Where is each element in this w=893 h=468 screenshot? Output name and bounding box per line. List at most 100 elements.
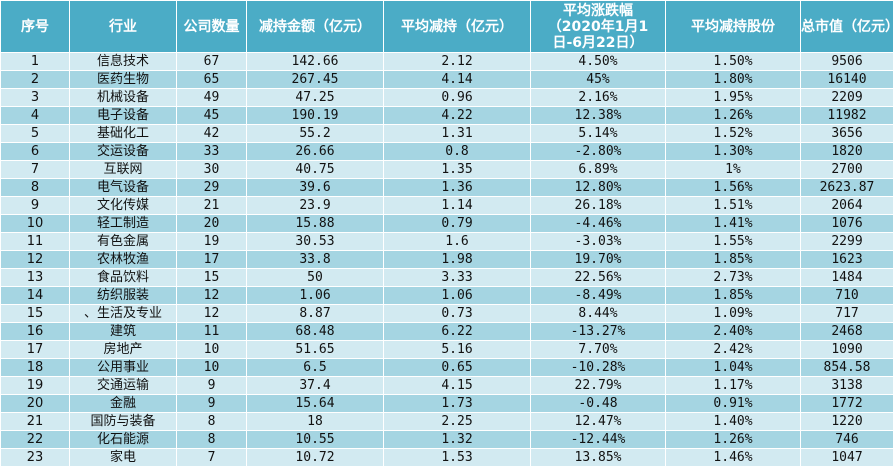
cell-avg-reduced-shares: 1.85% — [665, 250, 801, 269]
cell-market-cap: 2623.87 — [800, 178, 893, 197]
cell-industry: 国防与装备 — [69, 412, 177, 431]
cell-market-cap: 2468 — [800, 322, 893, 341]
cell-avg-reduction: 0.73 — [383, 304, 531, 323]
cell-company-count: 42 — [176, 124, 247, 143]
cell-market-cap: 1772 — [800, 394, 893, 413]
cell-market-cap: 9506 — [800, 52, 893, 71]
cell-avg-change: 12.38% — [530, 106, 666, 125]
header-avg-change: 平均涨跌幅（2020年1月1日-6月22日） — [530, 0, 666, 53]
cell-avg-reduced-shares: 1.50% — [665, 52, 801, 71]
cell-company-count: 10 — [176, 358, 247, 377]
cell-reduction-amount: 267.45 — [246, 70, 384, 89]
cell-avg-reduced-shares: 1.85% — [665, 286, 801, 305]
cell-industry: 家电 — [69, 448, 177, 467]
cell-index: 16 — [0, 322, 70, 341]
header-market-cap: 总市值（亿元） — [800, 0, 893, 53]
cell-industry: 化石能源 — [69, 430, 177, 449]
table-row: 6 交运设备 33 26.66 0.8 -2.80% 1.30% 1820 — [0, 142, 893, 161]
cell-market-cap: 16140 — [800, 70, 893, 89]
cell-reduction-amount: 15.64 — [246, 394, 384, 413]
cell-reduction-amount: 190.19 — [246, 106, 384, 125]
cell-avg-change: 5.14% — [530, 124, 666, 143]
cell-index: 7 — [0, 160, 70, 179]
cell-avg-change: 12.47% — [530, 412, 666, 431]
cell-company-count: 8 — [176, 430, 247, 449]
cell-industry: 金融 — [69, 394, 177, 413]
cell-company-count: 65 — [176, 70, 247, 89]
cell-reduction-amount: 50 — [246, 268, 384, 287]
cell-company-count: 12 — [176, 286, 247, 305]
table-row: 5 基础化工 42 55.2 1.31 5.14% 1.52% 3656 — [0, 124, 893, 143]
header-reduction-amount: 减持金额（亿元） — [246, 0, 384, 53]
cell-index: 15 — [0, 304, 70, 323]
cell-avg-reduced-shares: 2.73% — [665, 268, 801, 287]
table-row: 19 交通运输 9 37.4 4.15 22.79% 1.17% 3138 — [0, 376, 893, 395]
cell-avg-reduction: 1.14 — [383, 196, 531, 215]
table-row: 8 电气设备 29 39.6 1.36 12.80% 1.56% 2623.87 — [0, 178, 893, 197]
cell-avg-reduced-shares: 1.26% — [665, 106, 801, 125]
cell-avg-reduced-shares: 1.55% — [665, 232, 801, 251]
cell-avg-reduction: 4.15 — [383, 376, 531, 395]
cell-avg-reduction: 6.22 — [383, 322, 531, 341]
cell-industry: 纺织服装 — [69, 286, 177, 305]
table-row: 12 农林牧渔 17 33.8 1.98 19.70% 1.85% 1623 — [0, 250, 893, 269]
cell-avg-reduction: 1.06 — [383, 286, 531, 305]
cell-avg-reduced-shares: 2.42% — [665, 340, 801, 359]
cell-avg-change: -10.28% — [530, 358, 666, 377]
cell-avg-change: 6.89% — [530, 160, 666, 179]
cell-avg-reduction: 1.53 — [383, 448, 531, 467]
cell-reduction-amount: 33.8 — [246, 250, 384, 269]
cell-index: 19 — [0, 376, 70, 395]
cell-market-cap: 710 — [800, 286, 893, 305]
cell-index: 1 — [0, 52, 70, 71]
cell-index: 6 — [0, 142, 70, 161]
cell-index: 22 — [0, 430, 70, 449]
cell-company-count: 15 — [176, 268, 247, 287]
table-row: 18 公用事业 10 6.5 0.65 -10.28% 1.04% 854.58 — [0, 358, 893, 377]
cell-industry: 医药生物 — [69, 70, 177, 89]
cell-avg-change: -3.03% — [530, 232, 666, 251]
cell-index: 13 — [0, 268, 70, 287]
table-row: 23 家电 7 10.72 1.53 13.85% 1.46% 1047 — [0, 448, 893, 467]
cell-industry: 文化传媒 — [69, 196, 177, 215]
cell-avg-change: 13.85% — [530, 448, 666, 467]
table-row: 22 化石能源 8 10.55 1.32 -12.44% 1.26% 746 — [0, 430, 893, 449]
table-row: 4 电子设备 45 190.19 4.22 12.38% 1.26% 11982 — [0, 106, 893, 125]
cell-avg-change: -8.49% — [530, 286, 666, 305]
cell-reduction-amount: 23.9 — [246, 196, 384, 215]
cell-reduction-amount: 142.66 — [246, 52, 384, 71]
cell-market-cap: 3656 — [800, 124, 893, 143]
cell-avg-reduced-shares: 1.80% — [665, 70, 801, 89]
header-industry: 行业 — [69, 0, 177, 53]
cell-index: 5 — [0, 124, 70, 143]
cell-reduction-amount: 37.4 — [246, 376, 384, 395]
table-row: 15 、生活及专业 12 8.87 0.73 8.44% 1.09% 717 — [0, 304, 893, 323]
header-avg-reduction: 平均减持（亿元） — [383, 0, 531, 53]
cell-company-count: 7 — [176, 448, 247, 467]
table-row: 3 机械设备 49 47.25 0.96 2.16% 1.95% 2209 — [0, 88, 893, 107]
cell-industry: 食品饮料 — [69, 268, 177, 287]
table-row: 11 有色金属 19 30.53 1.6 -3.03% 1.55% 2299 — [0, 232, 893, 251]
cell-avg-reduced-shares: 1% — [665, 160, 801, 179]
cell-avg-reduced-shares: 2.40% — [665, 322, 801, 341]
table-row: 14 纺织服装 12 1.06 1.06 -8.49% 1.85% 710 — [0, 286, 893, 305]
cell-avg-reduced-shares: 1.56% — [665, 178, 801, 197]
table-row: 13 食品饮料 15 50 3.33 22.56% 2.73% 1484 — [0, 268, 893, 287]
cell-industry: 互联网 — [69, 160, 177, 179]
cell-company-count: 20 — [176, 214, 247, 233]
cell-avg-change: 22.79% — [530, 376, 666, 395]
cell-index: 17 — [0, 340, 70, 359]
cell-avg-reduced-shares: 1.41% — [665, 214, 801, 233]
cell-index: 9 — [0, 196, 70, 215]
cell-index: 12 — [0, 250, 70, 269]
cell-avg-change: 19.70% — [530, 250, 666, 269]
cell-reduction-amount: 51.65 — [246, 340, 384, 359]
cell-avg-reduction: 1.31 — [383, 124, 531, 143]
cell-avg-reduced-shares: 1.30% — [665, 142, 801, 161]
table-row: 1 信息技术 67 142.66 2.12 4.50% 1.50% 9506 — [0, 52, 893, 71]
cell-industry: 有色金属 — [69, 232, 177, 251]
cell-market-cap: 11982 — [800, 106, 893, 125]
cell-avg-change: 45% — [530, 70, 666, 89]
cell-market-cap: 3138 — [800, 376, 893, 395]
cell-index: 2 — [0, 70, 70, 89]
